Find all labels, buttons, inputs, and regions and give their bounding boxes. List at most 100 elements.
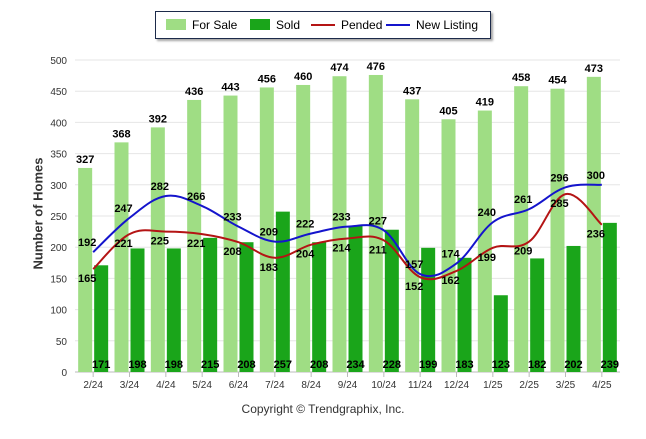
label-pended-6/24: 208 <box>223 246 241 258</box>
bar-sold-8/24 <box>312 242 327 372</box>
x-tick-label-9/24: 9/24 <box>338 380 358 391</box>
label-sold-3/24: 198 <box>128 359 146 371</box>
label-pended-12/24: 162 <box>441 275 459 287</box>
line-new-listing <box>92 183 602 278</box>
x-tick-label-10/24: 10/24 <box>371 380 396 391</box>
legend-label-pended: Pended <box>341 18 383 32</box>
bar-for-sale-8/24 <box>296 84 311 373</box>
label-pended-4/24: 225 <box>151 236 169 248</box>
legend-line-new-listing <box>386 24 410 26</box>
x-tick-label-6/24: 6/24 <box>229 380 249 391</box>
legend-label-for-sale: For Sale <box>192 18 238 32</box>
x-tick-label-4/25: 4/25 <box>592 380 612 391</box>
label-new-listing-4/25: 300 <box>587 170 605 182</box>
bar-for-sale-1/25 <box>477 110 492 372</box>
y-tick-label-300: 300 <box>50 181 67 192</box>
bar-sold-6/24 <box>239 242 254 372</box>
bar-sold-1/25 <box>493 295 508 372</box>
bar-for-sale-12/24 <box>441 119 456 372</box>
x-tick-label-11/24: 11/24 <box>408 380 433 391</box>
bar-for-sale-11/24 <box>405 99 420 372</box>
label-pended-5/24: 221 <box>187 238 205 250</box>
x-tick-label-7/24: 7/24 <box>265 380 285 391</box>
label-sold-11/24: 199 <box>419 359 437 371</box>
x-tick-label-8/24: 8/24 <box>301 380 321 391</box>
legend-label-sold: Sold <box>276 18 301 32</box>
label-for-sale-1/25: 419 <box>476 97 494 109</box>
label-sold-1/25: 123 <box>492 359 510 371</box>
label-new-listing-3/25: 296 <box>550 172 568 184</box>
x-tick-label-4/24: 4/24 <box>156 380 176 391</box>
label-new-listing-3/24: 247 <box>114 203 132 215</box>
bar-sold-10/24 <box>384 229 399 372</box>
bar-sold-5/24 <box>203 237 218 372</box>
bar-for-sale-2/25 <box>514 86 529 372</box>
label-for-sale-3/25: 454 <box>548 75 567 87</box>
bar-for-sale-2/24 <box>78 167 93 372</box>
label-sold-12/24: 183 <box>455 359 473 371</box>
legend-line-pended <box>311 24 335 26</box>
label-for-sale-2/24: 327 <box>76 154 94 166</box>
label-sold-5/24: 215 <box>201 359 219 371</box>
bar-for-sale-3/24 <box>114 142 129 372</box>
bar-sold-3/24 <box>130 248 145 372</box>
y-tick-label-400: 400 <box>50 118 67 129</box>
bar-sold-7/24 <box>275 211 290 372</box>
line-pended <box>92 193 603 281</box>
label-sold-3/25: 202 <box>564 359 582 371</box>
label-sold-4/24: 198 <box>165 359 183 371</box>
bar-sold-4/25 <box>602 222 617 372</box>
y-axis-label: Number of Homes <box>30 157 46 270</box>
x-tick-label-1/25: 1/25 <box>483 380 503 391</box>
y-tick-label-0: 0 <box>61 368 67 379</box>
bar-for-sale-4/25 <box>586 76 601 373</box>
label-pended-9/24: 214 <box>332 242 351 254</box>
y-tick-label-450: 450 <box>50 87 67 98</box>
label-pended-10/24: 211 <box>369 244 387 256</box>
legend: For Sale Sold Pended New Listing <box>155 11 491 39</box>
bar-sold-4/24 <box>166 248 181 372</box>
label-new-listing-11/24: 157 <box>405 259 423 271</box>
bar-for-sale-10/24 <box>368 74 383 372</box>
label-pended-7/24: 183 <box>260 262 278 274</box>
y-tick-label-50: 50 <box>56 337 68 348</box>
label-sold-8/24: 208 <box>310 359 328 371</box>
label-pended-11/24: 152 <box>405 281 423 293</box>
bar-for-sale-4/24 <box>150 127 165 372</box>
bar-sold-2/24 <box>94 265 109 372</box>
label-new-listing-12/24: 174 <box>441 248 460 260</box>
label-pended-3/25: 285 <box>550 198 568 210</box>
bar-sold-9/24 <box>348 225 363 372</box>
x-tick-label-12/24: 12/24 <box>444 380 469 391</box>
label-for-sale-4/24: 392 <box>149 113 167 125</box>
y-tick-label-500: 500 <box>50 56 67 67</box>
legend-label-new-listing: New Listing <box>416 18 479 32</box>
label-for-sale-10/24: 476 <box>367 61 385 73</box>
bar-for-sale-6/24 <box>223 95 238 373</box>
label-for-sale-7/24: 456 <box>258 73 276 85</box>
label-pended-4/25: 236 <box>587 229 605 241</box>
label-new-listing-8/24: 222 <box>296 218 314 230</box>
label-new-listing-7/24: 209 <box>260 227 278 239</box>
label-sold-9/24: 234 <box>346 359 365 371</box>
label-pended-2/24: 165 <box>78 273 96 285</box>
bar-for-sale-9/24 <box>332 76 347 372</box>
legend-swatch-for-sale <box>166 19 186 30</box>
label-for-sale-8/24: 460 <box>294 71 312 83</box>
label-for-sale-5/24: 436 <box>185 86 203 98</box>
y-tick-label-250: 250 <box>50 212 67 223</box>
label-sold-2/24: 171 <box>92 359 110 371</box>
label-sold-10/24: 228 <box>383 359 401 371</box>
bar-for-sale-3/25 <box>550 88 565 372</box>
label-for-sale-12/24: 405 <box>439 105 457 117</box>
label-new-listing-5/24: 266 <box>187 191 205 203</box>
label-for-sale-11/24: 437 <box>403 85 421 97</box>
bar-for-sale-7/24 <box>259 87 274 373</box>
label-for-sale-3/24: 368 <box>112 128 130 140</box>
label-pended-1/25: 199 <box>478 252 496 264</box>
x-tick-label-2/25: 2/25 <box>519 380 539 391</box>
label-new-listing-2/25: 261 <box>514 194 532 206</box>
label-for-sale-4/25: 473 <box>585 63 603 75</box>
label-new-listing-1/25: 240 <box>478 207 496 219</box>
